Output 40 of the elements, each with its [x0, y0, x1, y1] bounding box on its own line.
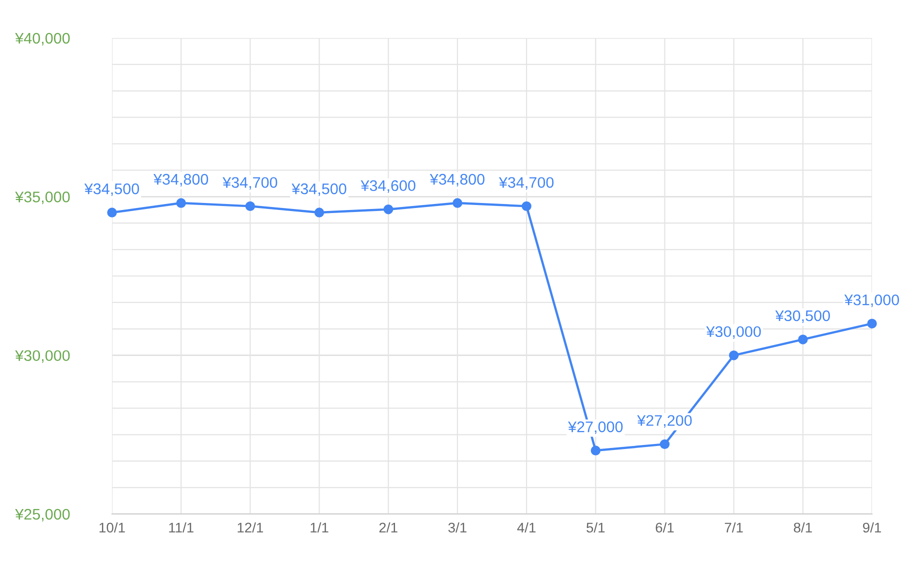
- data-label: ¥31,000: [844, 294, 900, 308]
- x-tick-label: 9/1: [863, 522, 881, 533]
- data-label: ¥34,800: [430, 174, 484, 187]
- point: [176, 198, 186, 208]
- point: [798, 334, 808, 344]
- x-tick-label: 11/1: [169, 522, 194, 533]
- y-tick-label: ¥35,000: [15, 192, 70, 204]
- x-tick-label: 6/1: [656, 522, 674, 533]
- point: [245, 201, 256, 212]
- x-tick-label: 3/1: [448, 522, 466, 533]
- point: [660, 439, 670, 450]
- x-tick-label: 10/1: [100, 522, 125, 533]
- point: [384, 204, 394, 214]
- data-label: ¥34,700: [222, 177, 278, 190]
- x-tick-label: 5/1: [586, 522, 605, 533]
- x-tick-label: 1/1: [310, 522, 328, 533]
- x-tick-label: 12/1: [238, 522, 264, 533]
- data-label: ¥34,600: [360, 180, 416, 193]
- point: [452, 198, 462, 208]
- y-tick-label: ¥40,000: [15, 32, 70, 46]
- point: [314, 208, 324, 218]
- data-label: ¥34,700: [498, 177, 554, 190]
- x-tick-label: 7/1: [724, 522, 743, 533]
- point: [590, 446, 600, 456]
- point: [107, 208, 117, 218]
- x-tick-label: 2/1: [379, 522, 398, 533]
- data-label: ¥34,500: [84, 183, 140, 196]
- x-tick-label: 8/1: [794, 522, 812, 533]
- x-tick-label: 4/1: [517, 522, 536, 533]
- data-label: ¥27,000: [568, 421, 623, 434]
- point: [867, 318, 877, 328]
- y-tick-label: ¥30,000: [15, 350, 70, 363]
- data-label: ¥34,800: [153, 174, 208, 187]
- point: [728, 350, 739, 360]
- point: [522, 201, 532, 212]
- data-label: ¥27,200: [637, 415, 692, 428]
- data-label: ¥34,500: [292, 183, 346, 196]
- data-label: ¥30,500: [775, 310, 830, 323]
- y-tick-label: ¥25,000: [15, 508, 70, 522]
- data-label: ¥30,000: [706, 326, 761, 339]
